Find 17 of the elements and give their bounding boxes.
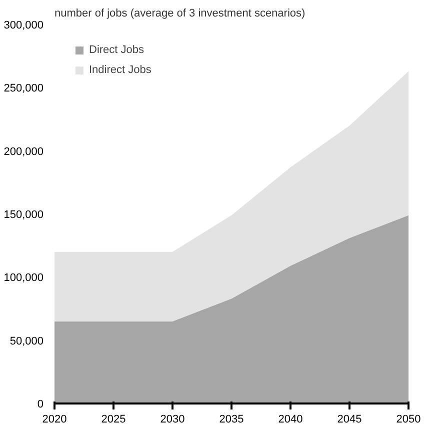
y-tick-label: 250,000 [4, 82, 44, 95]
y-tick-label: 200,000 [4, 146, 44, 158]
y-tick-label: 300,000 [4, 20, 44, 32]
legend-label: Direct Jobs [89, 44, 144, 56]
x-tick-label: 2035 [219, 414, 244, 426]
x-tick-label: 2020 [42, 414, 67, 426]
y-tick-label: 100,000 [4, 272, 44, 284]
legend-label: Indirect Jobs [89, 64, 152, 76]
x-tick-label: 2050 [396, 414, 421, 426]
x-tick-label: 2045 [337, 414, 362, 426]
y-tick-label: 0 [37, 398, 44, 410]
x-tick-label: 2040 [278, 414, 303, 426]
y-tick-label: 50,000 [10, 335, 44, 348]
x-tick-label: 2030 [160, 414, 185, 426]
x-tick-label: 2025 [101, 414, 126, 426]
chart-title: number of jobs (average of 3 investment scenarios) [54, 8, 306, 20]
y-tick-label: 150,000 [4, 209, 44, 221]
